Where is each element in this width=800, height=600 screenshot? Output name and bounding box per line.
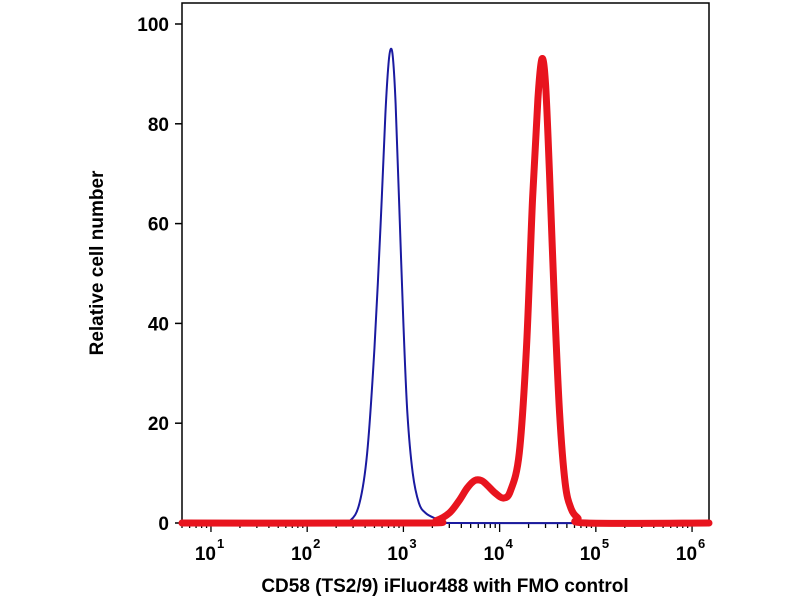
x-tick-label: 10 — [195, 544, 216, 565]
x-tick-label: 10 — [676, 544, 697, 565]
x-tick-exponent: 6 — [698, 536, 705, 551]
series-layer — [178, 47, 713, 527]
y-tick-label: 80 — [148, 115, 169, 136]
y-axis-title: Relative cell number — [87, 170, 108, 355]
x-tick-exponent: 2 — [313, 536, 320, 551]
x-axis-title: CD58 (TS2/9) iFluor488 with FMO control — [261, 576, 628, 597]
x-tick-exponent: 4 — [506, 536, 514, 551]
x-tick-label: 10 — [580, 544, 601, 565]
y-tick-label: 20 — [148, 414, 169, 435]
x-tick-exponent: 1 — [217, 536, 224, 551]
fmo-control-series-line — [181, 47, 710, 525]
stained-series-line — [178, 54, 713, 527]
x-tick-exponent: 5 — [602, 536, 609, 551]
x-tick-exponent: 3 — [409, 536, 416, 551]
y-tick-label: 40 — [148, 314, 169, 335]
y-axis-ticks: 0 20 40 60 80 100 — [137, 15, 182, 535]
x-tick-label: 10 — [387, 544, 408, 565]
y-tick-label: 100 — [137, 15, 169, 36]
x-tick-label: 10 — [291, 544, 312, 565]
x-tick-label: 10 — [483, 544, 504, 565]
y-tick-label: 0 — [158, 514, 169, 535]
y-tick-label: 60 — [148, 215, 169, 236]
plot-frame — [181, 2, 710, 524]
